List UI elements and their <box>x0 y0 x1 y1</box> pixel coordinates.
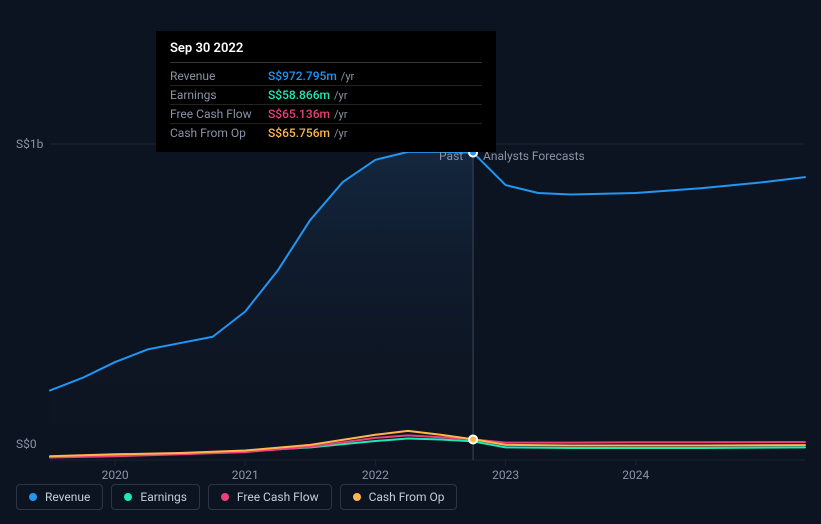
tooltip-unit: /yr <box>334 127 347 140</box>
tooltip-value: S$972.795m <box>268 69 337 83</box>
legend: Revenue Earnings Free Cash Flow Cash From O… <box>16 484 457 510</box>
tooltip-row: Free Cash FlowS$65.136m/yr <box>170 105 482 124</box>
tooltip-unit: /yr <box>334 108 347 121</box>
legend-dot <box>353 493 361 501</box>
legend-label: Earnings <box>140 490 187 504</box>
legend-dot <box>124 493 132 501</box>
x-axis-label: 2023 <box>492 468 519 482</box>
legend-dot <box>29 493 37 501</box>
legend-label: Cash From Op <box>369 490 445 504</box>
tooltip-row: RevenueS$972.795m/yr <box>170 67 482 86</box>
legend-item[interactable]: Revenue <box>16 484 103 510</box>
chart-container: S$1b S$0 2020 2021 2022 2023 2024 Sep 30 202… <box>16 16 805 508</box>
tooltip-metric: Revenue <box>170 69 268 83</box>
tooltip-unit: /yr <box>334 89 347 102</box>
plot-area: S$1b S$0 <box>50 144 805 460</box>
tooltip-value: S$65.136m <box>268 107 330 121</box>
tooltip-metric: Cash From Op <box>170 126 268 140</box>
legend-dot <box>221 493 229 501</box>
tooltip: Sep 30 2022 RevenueS$972.795m/yrEarnings… <box>156 31 496 152</box>
legend-item[interactable]: Cash From Op <box>340 484 458 510</box>
tooltip-value: S$58.866m <box>268 88 330 102</box>
tooltip-value: S$65.756m <box>268 126 330 140</box>
tooltip-unit: /yr <box>341 70 354 83</box>
y-axis-label-bottom: S$0 <box>16 437 48 451</box>
forecast-label: Analysts Forecasts <box>483 149 585 163</box>
tooltip-metric: Earnings <box>170 88 268 102</box>
x-axis-label: 2020 <box>102 468 129 482</box>
tooltip-title: Sep 30 2022 <box>170 41 482 63</box>
tooltip-metric: Free Cash Flow <box>170 107 268 121</box>
legend-label: Free Cash Flow <box>237 490 319 504</box>
legend-label: Revenue <box>45 490 90 504</box>
chart-svg <box>50 144 805 460</box>
x-axis-label: 2021 <box>232 468 259 482</box>
tooltip-row: EarningsS$58.866m/yr <box>170 86 482 105</box>
x-axis-label: 2022 <box>362 468 389 482</box>
tooltip-row: Cash From OpS$65.756m/yr <box>170 124 482 142</box>
y-axis-label-top: S$1b <box>16 137 48 151</box>
x-axis-label: 2024 <box>622 468 649 482</box>
legend-item[interactable]: Free Cash Flow <box>208 484 332 510</box>
legend-item[interactable]: Earnings <box>111 484 200 510</box>
